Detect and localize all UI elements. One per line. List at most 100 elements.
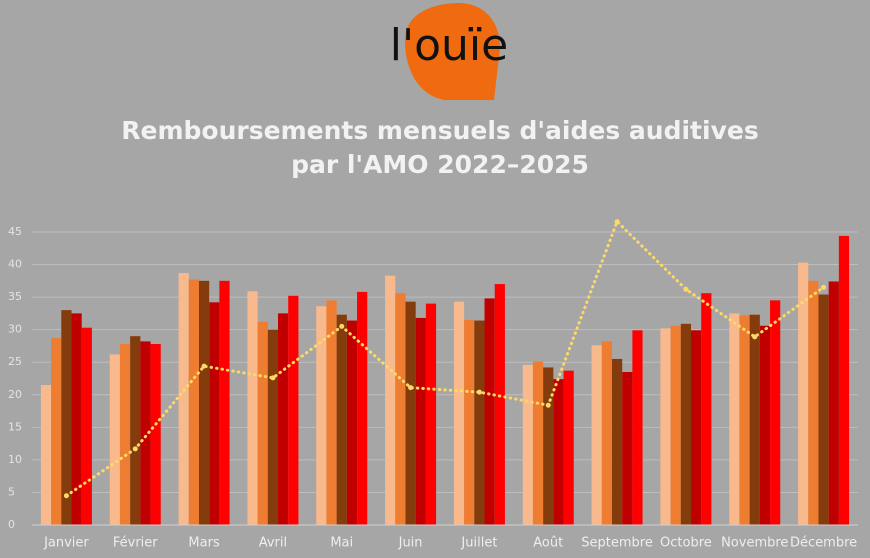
bar [828,281,839,525]
bar [474,320,485,525]
bar [798,262,809,525]
line-point [270,375,276,381]
logo-text: l'ouïe [390,20,508,71]
bar [247,291,258,525]
x-tick-label: Octobre [660,536,712,551]
y-tick-label: 0 [8,518,15,531]
chart-title: par l'AMO 2022–2025 [291,150,589,179]
line-point [683,286,689,292]
line-point [545,402,551,408]
bar [670,325,681,525]
bar [188,279,199,525]
bar [759,325,771,525]
x-tick-label: Juillet [460,536,497,551]
bar [140,341,151,525]
bar [680,323,692,525]
logo-shape [405,3,500,100]
bar [522,364,533,525]
line-point [63,493,69,499]
bar [729,313,740,525]
bar [178,273,189,525]
line-point [339,323,345,329]
bar [267,329,279,525]
x-tick-label: Novembre [721,536,788,551]
bar [691,330,702,525]
chart-title: Remboursements mensuels d'aides auditive… [121,116,758,145]
x-tick-label: Avril [259,536,287,551]
line-point [821,284,827,290]
bar [464,319,475,525]
bar [395,293,406,525]
bar [357,291,368,525]
bar [622,371,633,525]
line-point [476,389,482,395]
x-tick-label: Mars [188,536,220,551]
bar [701,293,712,525]
bar [109,354,120,525]
x-tick-label: Février [113,536,158,551]
bar [484,298,495,525]
bar [336,314,347,525]
bar [543,367,554,525]
x-tick-label: Mai [330,536,353,551]
bar [326,300,337,525]
x-tick-label: Août [533,536,563,551]
bar [219,280,230,525]
line-point [201,363,207,369]
bar [453,301,465,525]
bar [316,306,327,525]
y-tick-label: 10 [8,453,22,466]
bar [209,302,220,525]
bar [61,310,72,525]
bar [553,379,564,525]
line-point [752,334,758,340]
bar [40,385,52,525]
y-tick-label: 15 [8,420,22,433]
y-tick-label: 25 [8,355,22,368]
y-tick-label: 45 [8,225,22,238]
bar [818,294,829,525]
bar [198,280,210,525]
x-tick-label: Janvier [43,536,89,551]
line-point [614,219,620,225]
bar [601,341,612,525]
bar [563,370,574,525]
x-tick-label: Décembre [790,536,857,551]
y-tick-label: 40 [8,258,22,271]
bar [385,275,396,525]
bar [71,313,82,525]
bar [81,327,92,525]
bar [130,336,141,525]
bar [632,330,643,525]
y-tick-label: 30 [8,323,22,336]
line-point [132,446,138,452]
bar [611,358,623,525]
bar [494,284,505,525]
line-point [408,385,414,391]
bar [739,315,750,525]
x-tick-label: Septembre [581,536,653,551]
bar [51,338,62,525]
bar [591,345,602,525]
x-tick-label: Juin [398,536,423,551]
bar [660,328,671,525]
bar [278,313,289,525]
bar [532,361,544,525]
bar [808,280,819,525]
bar [119,343,131,525]
bar [257,321,268,525]
bar [425,303,437,525]
bar [288,295,299,525]
bar [770,300,781,525]
y-tick-label: 5 [8,485,15,498]
bar [838,235,850,525]
bar [150,343,161,525]
bar [405,301,416,525]
y-tick-label: 35 [8,290,22,303]
trend-line [64,218,826,498]
y-tick-label: 20 [8,388,22,401]
bar [749,314,760,525]
bar [346,320,358,525]
